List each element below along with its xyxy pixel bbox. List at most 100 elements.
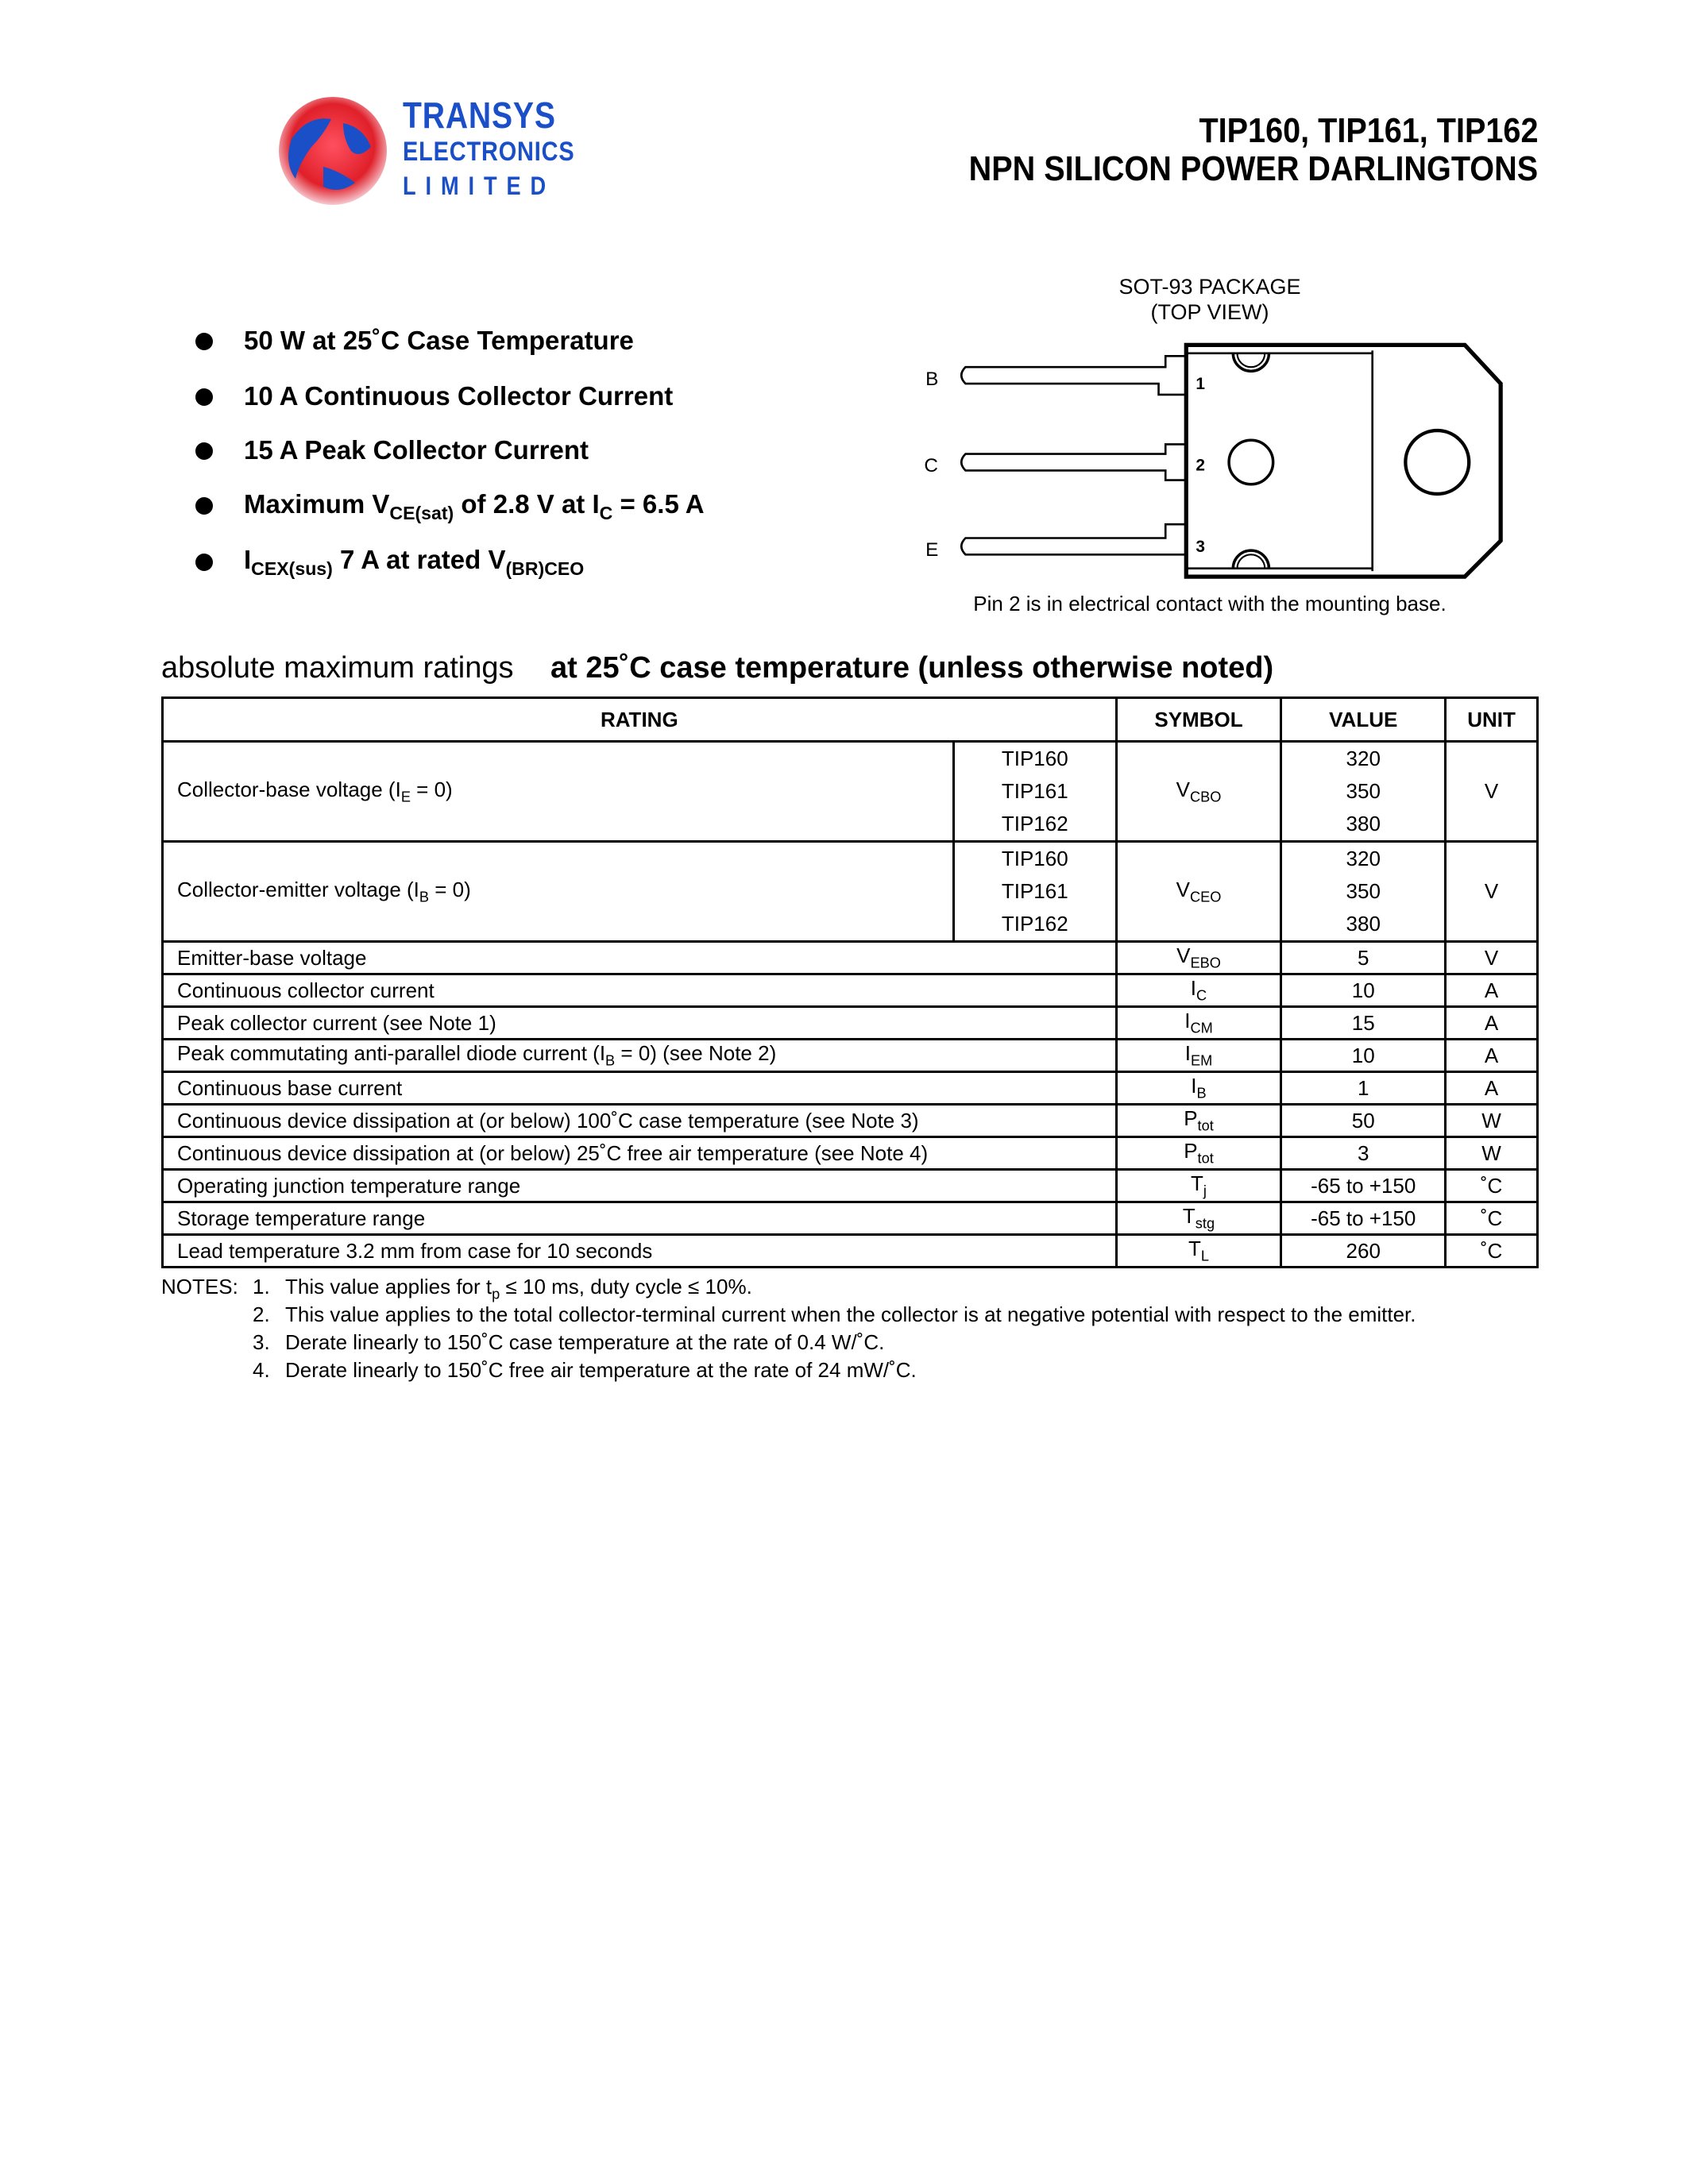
package-outline (1184, 342, 1503, 579)
text: This value applies to the total collecto… (285, 1302, 1416, 1326)
symbol-cell: IB (1114, 1071, 1283, 1106)
device-name: TIP160 (1001, 747, 1068, 770)
symbol-cell: IEM (1114, 1038, 1283, 1073)
feature-item: 50 W at 25˚C Case Temperature (244, 326, 634, 356)
value-cell: 320 350 380 (1280, 840, 1447, 943)
text: T (1191, 1171, 1203, 1196)
device-name: TIP162 (1001, 912, 1068, 936)
text: P (1184, 1106, 1198, 1131)
subscript: CBO (1189, 789, 1222, 805)
value-cell: 320 350 380 (1280, 740, 1447, 843)
subscript: CM (1190, 1020, 1213, 1036)
subscript: tot (1197, 1117, 1214, 1134)
feature-item: ICEX(sus) 7 A at rated V(BR)CEO (244, 545, 584, 580)
subscript: CEO (1189, 889, 1222, 905)
value: 380 (1346, 912, 1381, 936)
text: I (1184, 1041, 1191, 1066)
symbol-cell: Tstg (1114, 1201, 1283, 1236)
device-name: TIP160 (1001, 847, 1068, 870)
unit-cell: A (1444, 1071, 1539, 1106)
value-cell: 10 (1280, 973, 1447, 1008)
table-row: Peak commutating anti-parallel diode cur… (161, 1038, 1539, 1073)
text: ≤ 10 ms, duty cycle ≤ 10%. (500, 1275, 752, 1298)
note-text: This value applies for tp ≤ 10 ms, duty … (285, 1275, 752, 1302)
bullet-icon (195, 497, 213, 515)
subscript: E (400, 789, 411, 805)
device-cell: TIP160 TIP161 TIP162 (952, 740, 1118, 843)
lead-c (960, 443, 1187, 481)
text: I (1191, 1074, 1197, 1098)
symbol-cell: VEBO (1114, 940, 1283, 975)
rating-cell: Continuous device dissipation at (or bel… (161, 1136, 1118, 1171)
device-name: TIP161 (1001, 779, 1068, 803)
subscript: j (1203, 1183, 1207, 1199)
value-cell: -65 to +150 (1280, 1168, 1447, 1203)
unit-cell: V (1444, 740, 1539, 843)
package-diagram: B C E 1 2 3 (924, 342, 1503, 579)
header-value: VALUE (1280, 696, 1447, 743)
note-number: 1. (253, 1275, 270, 1298)
device-name: TIP161 (1001, 879, 1068, 903)
mounting-hole-icon (1404, 428, 1471, 496)
subscript: C (1196, 987, 1207, 1004)
rating-cell: Storage temperature range (161, 1201, 1118, 1236)
text: Continuous base current (177, 1075, 403, 1100)
package-subtitle: (TOP VIEW) (1150, 300, 1269, 324)
feature-text: 50 W at 25˚C Case Temperature (244, 326, 634, 355)
symbol-cell: Ptot (1114, 1103, 1283, 1138)
text: Continuous device dissipation at (or bel… (177, 1108, 919, 1133)
text: Derate linearly to 150˚C case temperatur… (285, 1330, 885, 1354)
table-row: Peak collector current (see Note 1) ICM 15… (161, 1005, 1539, 1040)
unit-cell: W (1444, 1103, 1539, 1138)
rating-cell: Peak collector current (see Note 1) (161, 1005, 1118, 1040)
symbol-cell: VCEO (1114, 840, 1283, 943)
text: V (1176, 777, 1190, 801)
text: = 0) (429, 877, 471, 901)
company-logo: TRANSYS ELECTRONICS LIMITED (276, 87, 593, 214)
symbol-cell: TL (1114, 1233, 1283, 1268)
unit-cell: V (1444, 940, 1539, 975)
subscript: B (605, 1052, 616, 1069)
unit-cell: A (1444, 1038, 1539, 1073)
symbol-cell: Tj (1114, 1168, 1283, 1203)
rating-cell: Continuous collector current (161, 973, 1118, 1008)
table-row: Operating junction temperature range Tj -6… (161, 1168, 1539, 1203)
section-label: absolute maximum ratings (161, 651, 514, 685)
text: Peak collector current (see Note 1) (177, 1010, 496, 1035)
rating-cell: Collector-base voltage (IE = 0) (161, 740, 955, 843)
value: 320 (1346, 747, 1381, 770)
rating-cell: Collector-emitter voltage (IB = 0) (161, 840, 955, 943)
feature-item: 10 A Continuous Collector Current (244, 381, 673, 411)
unit-cell: A (1444, 973, 1539, 1008)
subscript: stg (1195, 1215, 1215, 1232)
header-unit: UNIT (1444, 696, 1539, 743)
pin-label-c: C (924, 455, 938, 477)
pin-number-2: 2 (1196, 456, 1205, 474)
text: Peak commutating anti-parallel diode cur… (177, 1041, 606, 1066)
table-row: Continuous device dissipation at (or bel… (161, 1136, 1539, 1171)
pin-number-3: 3 (1196, 538, 1205, 556)
text: Lead temperature 3.2 mm from case for 10… (177, 1238, 653, 1263)
value: 320 (1346, 847, 1381, 870)
header-rating: RATING (161, 696, 1118, 743)
text: = 0) (410, 777, 453, 801)
feature-text: 15 A Peak Collector Current (244, 435, 589, 465)
feature-text: of 2.8 V at I (454, 489, 600, 519)
table-row: Emitter-base voltage VEBO 5 V (161, 940, 1539, 975)
value-cell: 260 (1280, 1233, 1447, 1268)
subscript: CEX(sus) (251, 558, 333, 580)
package-caption: Pin 2 is in electrical contact with the … (973, 592, 1447, 615)
text: V (1176, 877, 1190, 901)
note-text: This value applies to the total collecto… (285, 1302, 1416, 1327)
rating-cell: Continuous base current (161, 1071, 1118, 1106)
bullet-icon (195, 554, 213, 571)
subscript: tot (1197, 1150, 1214, 1167)
symbol-cell: VCBO (1114, 740, 1283, 843)
text: V (1176, 943, 1191, 968)
value-cell: 10 (1280, 1038, 1447, 1073)
logo-line-3: LIMITED (403, 172, 556, 200)
unit-cell: V (1444, 840, 1539, 943)
subscript: CE(sat) (389, 503, 454, 524)
pin-number-1: 1 (1196, 375, 1205, 393)
unit-cell: A (1444, 1005, 1539, 1040)
